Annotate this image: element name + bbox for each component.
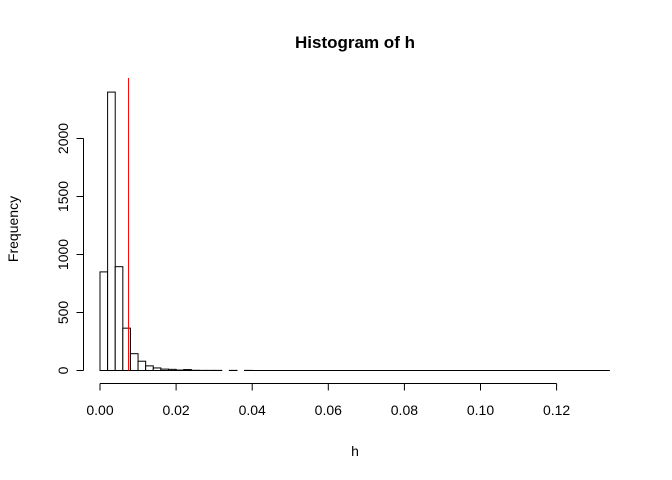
x-tick-label: 0.12 bbox=[543, 402, 570, 418]
histogram-bar bbox=[183, 369, 192, 371]
y-tick-label: 1500 bbox=[55, 181, 71, 212]
histogram-bar bbox=[99, 271, 109, 371]
x-tick-label: 0.06 bbox=[315, 402, 342, 418]
histogram-bar bbox=[122, 327, 131, 372]
x-tick-label: 0.02 bbox=[162, 402, 189, 418]
histogram-bar bbox=[114, 266, 124, 371]
histogram-bar bbox=[145, 365, 154, 371]
y-tick-label: 0 bbox=[55, 366, 71, 374]
x-tick-label: 0.00 bbox=[86, 402, 113, 418]
histogram-bar bbox=[129, 353, 139, 371]
y-tick-label: 500 bbox=[55, 301, 71, 325]
x-axis-label: h bbox=[351, 443, 359, 459]
y-axis: 0 500 1000 1500 2000 bbox=[55, 123, 84, 374]
x-tick-label: 0.04 bbox=[239, 402, 266, 418]
chart-title: Histogram of h bbox=[295, 33, 415, 52]
y-tick-label: 1000 bbox=[55, 239, 71, 270]
histogram-bar bbox=[137, 360, 147, 372]
x-axis: 0.00 0.02 0.04 0.06 0.08 0.10 0.12 bbox=[86, 383, 570, 418]
histogram-bar bbox=[152, 367, 162, 371]
x-tick-label: 0.10 bbox=[467, 402, 494, 418]
histogram-bar bbox=[107, 91, 116, 371]
bars-group bbox=[99, 91, 610, 372]
histogram-bar bbox=[160, 368, 169, 372]
y-tick-label: 2000 bbox=[55, 123, 71, 154]
x-tick-label: 0.08 bbox=[391, 402, 418, 418]
histogram-bar bbox=[167, 368, 177, 371]
y-axis-label: Frequency bbox=[5, 196, 21, 262]
